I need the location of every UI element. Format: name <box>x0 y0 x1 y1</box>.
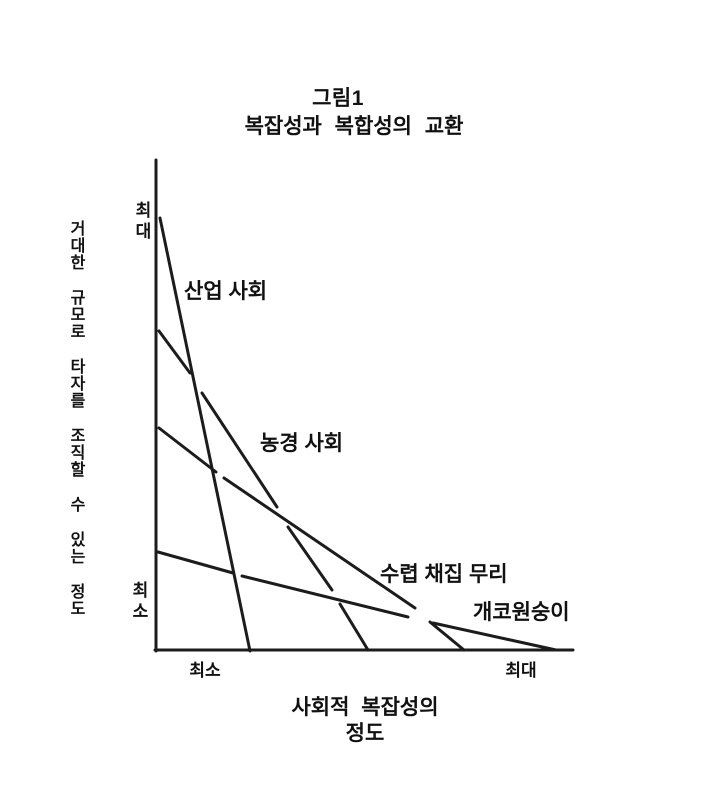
series-line-1 <box>338 602 370 652</box>
x-axis-title-line1: 사회적 복잡성의 <box>291 696 439 719</box>
series-line-2 <box>222 476 417 610</box>
figure-subtitle: 복잡성과 복합성의 교환 <box>244 115 464 138</box>
series-line-0 <box>158 216 252 653</box>
series-line-3 <box>431 621 558 652</box>
series-line-3 <box>156 550 235 575</box>
figure-title: 그림1 <box>312 87 364 110</box>
x-axis-tick-min: 최소 <box>189 661 221 680</box>
y-axis-tick-min: 최소 <box>129 581 148 623</box>
series-line-1 <box>286 525 334 592</box>
series-line-3 <box>240 574 410 619</box>
x-axis-tick-max: 최대 <box>505 661 537 680</box>
x-axis-title: 사회적 복잡성의 정도 <box>291 695 438 747</box>
x-axis-title-line2: 정도 <box>345 722 385 745</box>
y-axis-tick-max: 최대 <box>132 201 151 243</box>
series-line-2 <box>157 426 218 474</box>
y-axis-title: 거대한 규모로 타자를 조직할 수 있는 정도 <box>67 220 84 617</box>
series-line-2 <box>428 620 466 652</box>
series-line-1 <box>157 329 192 375</box>
series-line-1 <box>200 391 279 509</box>
